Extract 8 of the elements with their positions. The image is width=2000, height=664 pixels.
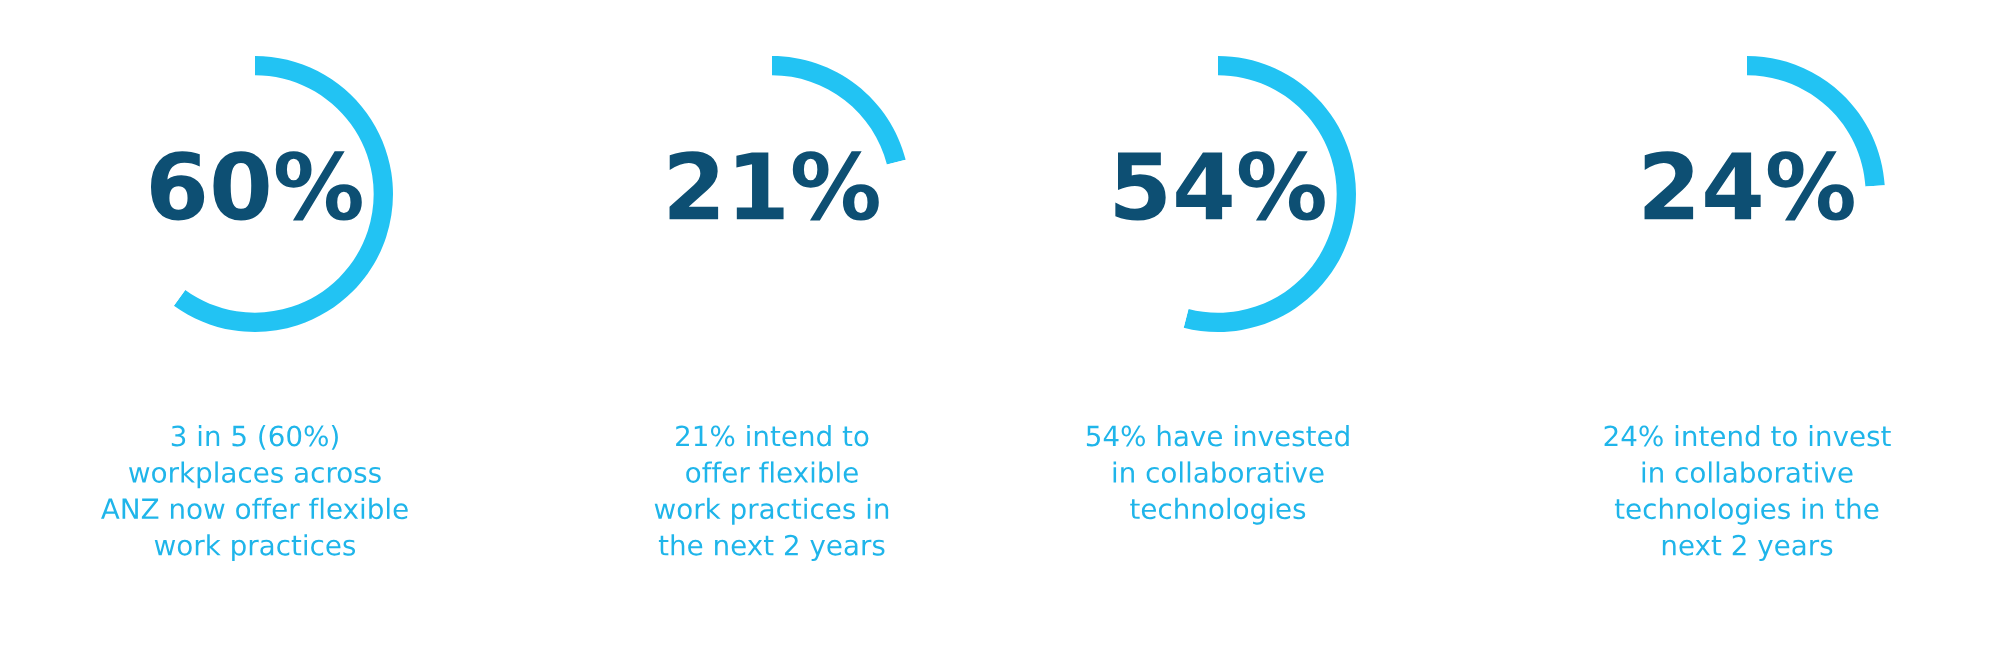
data-label: 60% [150, 151, 362, 221]
data-label: 24% [1644, 151, 1854, 221]
text: 21% intend to offer flexible work practices in the next 2 years [654, 425, 889, 562]
data-label: 54% [1115, 151, 1325, 221]
text: 24% intend to invest in collaborative technologies in the next 2 years [1604, 425, 1891, 562]
text: 3 in 5 (60%) workplaces across ANZ now offer flexible work practices [101, 425, 408, 562]
data-label: 21% [669, 151, 879, 221]
text: 54% have invested in collaborative technologies [1086, 425, 1349, 525]
